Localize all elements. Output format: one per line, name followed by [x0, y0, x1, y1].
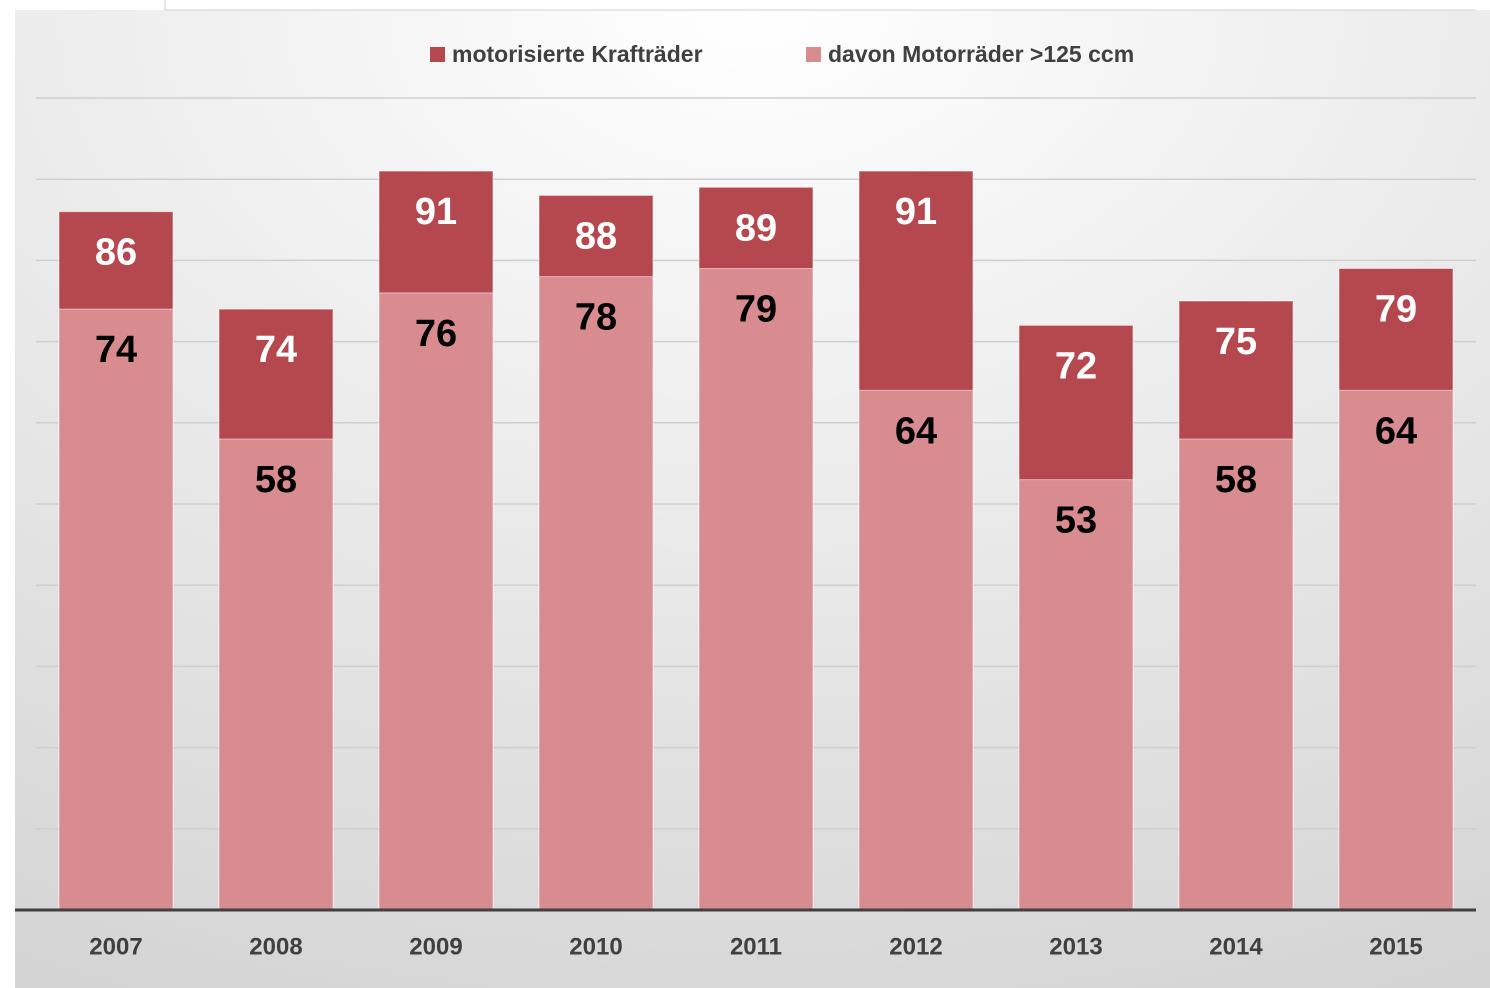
- data-label: 64: [895, 410, 937, 452]
- legend-swatch: [430, 47, 445, 62]
- x-tick-label: 2011: [730, 933, 782, 960]
- data-label: 74: [95, 329, 137, 371]
- data-label: 79: [735, 289, 777, 331]
- data-label: 78: [575, 297, 617, 339]
- legend-swatch: [806, 47, 821, 62]
- data-label: 88: [575, 215, 617, 257]
- data-label: 72: [1055, 345, 1097, 387]
- data-label: 58: [255, 459, 297, 501]
- data-label: 74: [255, 329, 297, 371]
- bar: [1018, 479, 1134, 911]
- x-tick-label: 2008: [249, 933, 302, 960]
- legend-label: davon Motorräder >125 ccm: [828, 41, 1134, 67]
- bar: [538, 276, 654, 911]
- data-label: 79: [1375, 289, 1417, 331]
- bar: [218, 438, 334, 911]
- x-tick-label: 2012: [889, 933, 942, 960]
- bar: [1338, 389, 1454, 911]
- x-tick-label: 2010: [569, 933, 622, 960]
- data-label: 58: [1215, 459, 1257, 501]
- data-label: 89: [735, 207, 777, 249]
- bar: [698, 268, 814, 911]
- x-tick-label: 2015: [1369, 933, 1422, 960]
- bar: [1178, 438, 1294, 911]
- bar: [378, 292, 494, 911]
- bar: [858, 389, 974, 911]
- data-label: 86: [95, 232, 137, 274]
- data-label: 91: [895, 191, 937, 233]
- x-tick-label: 2013: [1049, 933, 1102, 960]
- x-tick-label: 2007: [89, 933, 142, 960]
- data-label: 76: [415, 313, 457, 355]
- bar: [58, 308, 174, 911]
- data-label: 53: [1055, 500, 1097, 542]
- data-label: 64: [1375, 410, 1417, 452]
- legend-label: motorisierte Krafträder: [452, 41, 703, 67]
- data-label: 75: [1215, 321, 1257, 363]
- x-tick-label: 2014: [1209, 933, 1263, 960]
- data-label: 91: [415, 191, 457, 233]
- x-tick-label: 2009: [409, 933, 462, 960]
